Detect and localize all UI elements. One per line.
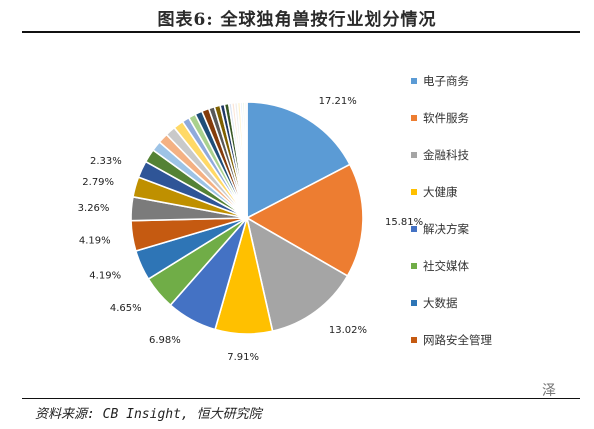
legend-swatch-1: [411, 115, 417, 121]
legend-label-2: 金融科技: [423, 148, 469, 162]
legend-label-6: 大数据: [423, 296, 458, 310]
title-rule: [22, 31, 580, 33]
pie-slice-30: [243, 101, 248, 219]
source-note: 资料来源: CB Insight, 恒大研究院: [35, 407, 262, 422]
data-label-0: 17.21%: [319, 96, 357, 107]
legend-label-3: 大健康: [423, 185, 458, 199]
data-label-7: 4.19%: [79, 235, 111, 246]
source-rule: [22, 398, 580, 399]
data-label-8: 3.26%: [78, 203, 110, 214]
pie-slices: [130, 101, 364, 335]
legend-swatch-6: [411, 300, 417, 306]
legend-swatch-7: [411, 337, 417, 343]
pie-slice-1: [245, 163, 364, 278]
data-label-5: 4.65%: [110, 303, 142, 314]
legend-swatch-4: [411, 226, 417, 232]
legend-swatch-2: [411, 152, 417, 158]
legend-swatch-5: [411, 263, 417, 269]
legend-label-7: 网路安全管理: [423, 333, 492, 347]
data-label-1: 15.81%: [385, 217, 423, 228]
data-label-2: 13.02%: [329, 325, 367, 336]
data-label-3: 7.91%: [227, 352, 259, 363]
watermark-mark: 泽: [542, 383, 556, 399]
legend-swatch-3: [411, 189, 417, 195]
pie-slice-2: [245, 216, 349, 333]
data-label-6: 4.19%: [89, 270, 121, 281]
legend-swatch-0: [411, 78, 417, 84]
data-labels: 17.21% 15.81% 13.02% 7.91% 6.98% 4.65% 4.19% 4.…: [78, 96, 423, 363]
data-label-4: 6.98%: [149, 335, 181, 346]
pie-slice-0: [246, 101, 351, 220]
legend-label-0: 电子商务: [423, 74, 469, 88]
legend-label-5: 社交媒体: [423, 259, 469, 273]
legend-label-4: 解决方案: [423, 222, 469, 236]
chart-title: 图表6: 全球独角兽按行业划分情况: [157, 10, 437, 30]
data-label-9: 2.79%: [82, 177, 114, 188]
data-label-10: 2.33%: [90, 156, 122, 167]
legend-label-1: 软件服务: [423, 111, 469, 125]
